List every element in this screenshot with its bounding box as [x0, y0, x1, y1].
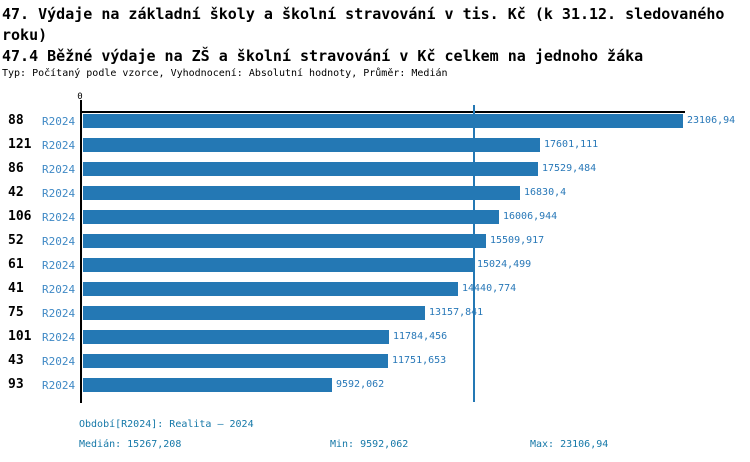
row-category-label: 75 [8, 305, 24, 320]
bar-value-label: 9592,062 [336, 379, 385, 390]
bar-value-label: 23106,94 [687, 115, 736, 126]
bar [83, 114, 683, 128]
bar-value-label: 16830,4 [524, 187, 567, 198]
bar-value-label: 17601,111 [544, 139, 599, 150]
bar [83, 162, 538, 176]
row-series-label: R2024 [42, 355, 76, 368]
x-axis-zero-tick-label: 0 [77, 92, 83, 102]
row-category-label: 121 [8, 137, 32, 152]
row-series-label: R2024 [42, 163, 76, 176]
bar [83, 306, 425, 320]
row-category-label: 88 [8, 113, 24, 128]
bar-value-label: 13157,841 [429, 307, 484, 318]
row-category-label: 52 [8, 233, 24, 248]
bar [83, 210, 499, 224]
bar-value-label: 14440,774 [462, 283, 517, 294]
row-series-label: R2024 [42, 379, 76, 392]
row-category-label: 86 [8, 161, 24, 176]
footer-median-stat: Medián: 15267,208 [79, 439, 182, 450]
bar-value-label: 17529,484 [542, 163, 597, 174]
row-series-label: R2024 [42, 139, 76, 152]
row-category-label: 93 [8, 377, 24, 392]
bar-value-label: 15509,917 [490, 235, 545, 246]
row-category-label: 101 [8, 329, 32, 344]
bar [83, 330, 389, 344]
row-series-label: R2024 [42, 259, 76, 272]
footer-period-label: Období[R2024]: Realita – 2024 [79, 419, 254, 430]
bar [83, 138, 540, 152]
row-series-label: R2024 [42, 115, 76, 128]
y-axis-line [80, 100, 82, 403]
chart-subtitle: 47.4 Běžné výdaje na ZŠ a školní stravov… [2, 47, 644, 65]
bar-value-label: 11784,456 [393, 331, 448, 342]
chart-type-info: Typ: Počítaný podle vzorce, Vyhodnocení:… [2, 68, 448, 79]
row-category-label: 106 [8, 209, 32, 224]
row-series-label: R2024 [42, 283, 76, 296]
median-marker-line [473, 105, 475, 402]
bar [83, 282, 458, 296]
footer-max-stat: Max: 23106,94 [530, 439, 609, 450]
bar-value-label: 16006,944 [503, 211, 558, 222]
footer-min-stat: Min: 9592,062 [330, 439, 409, 450]
bar [83, 186, 520, 200]
row-series-label: R2024 [42, 235, 76, 248]
bar-value-label: 11751,653 [392, 355, 447, 366]
row-category-label: 41 [8, 281, 24, 296]
row-series-label: R2024 [42, 331, 76, 344]
bar [83, 258, 473, 272]
bar-value-label: 15024,499 [477, 259, 532, 270]
row-series-label: R2024 [42, 307, 76, 320]
bar [83, 234, 486, 248]
chart-title: 47. Výdaje na základní školy a školní st… [2, 5, 725, 44]
x-axis-line [80, 111, 685, 113]
row-category-label: 43 [8, 353, 24, 368]
row-category-label: 61 [8, 257, 24, 272]
bar [83, 378, 332, 392]
row-category-label: 42 [8, 185, 24, 200]
row-series-label: R2024 [42, 187, 76, 200]
bar [83, 354, 388, 368]
row-series-label: R2024 [42, 211, 76, 224]
